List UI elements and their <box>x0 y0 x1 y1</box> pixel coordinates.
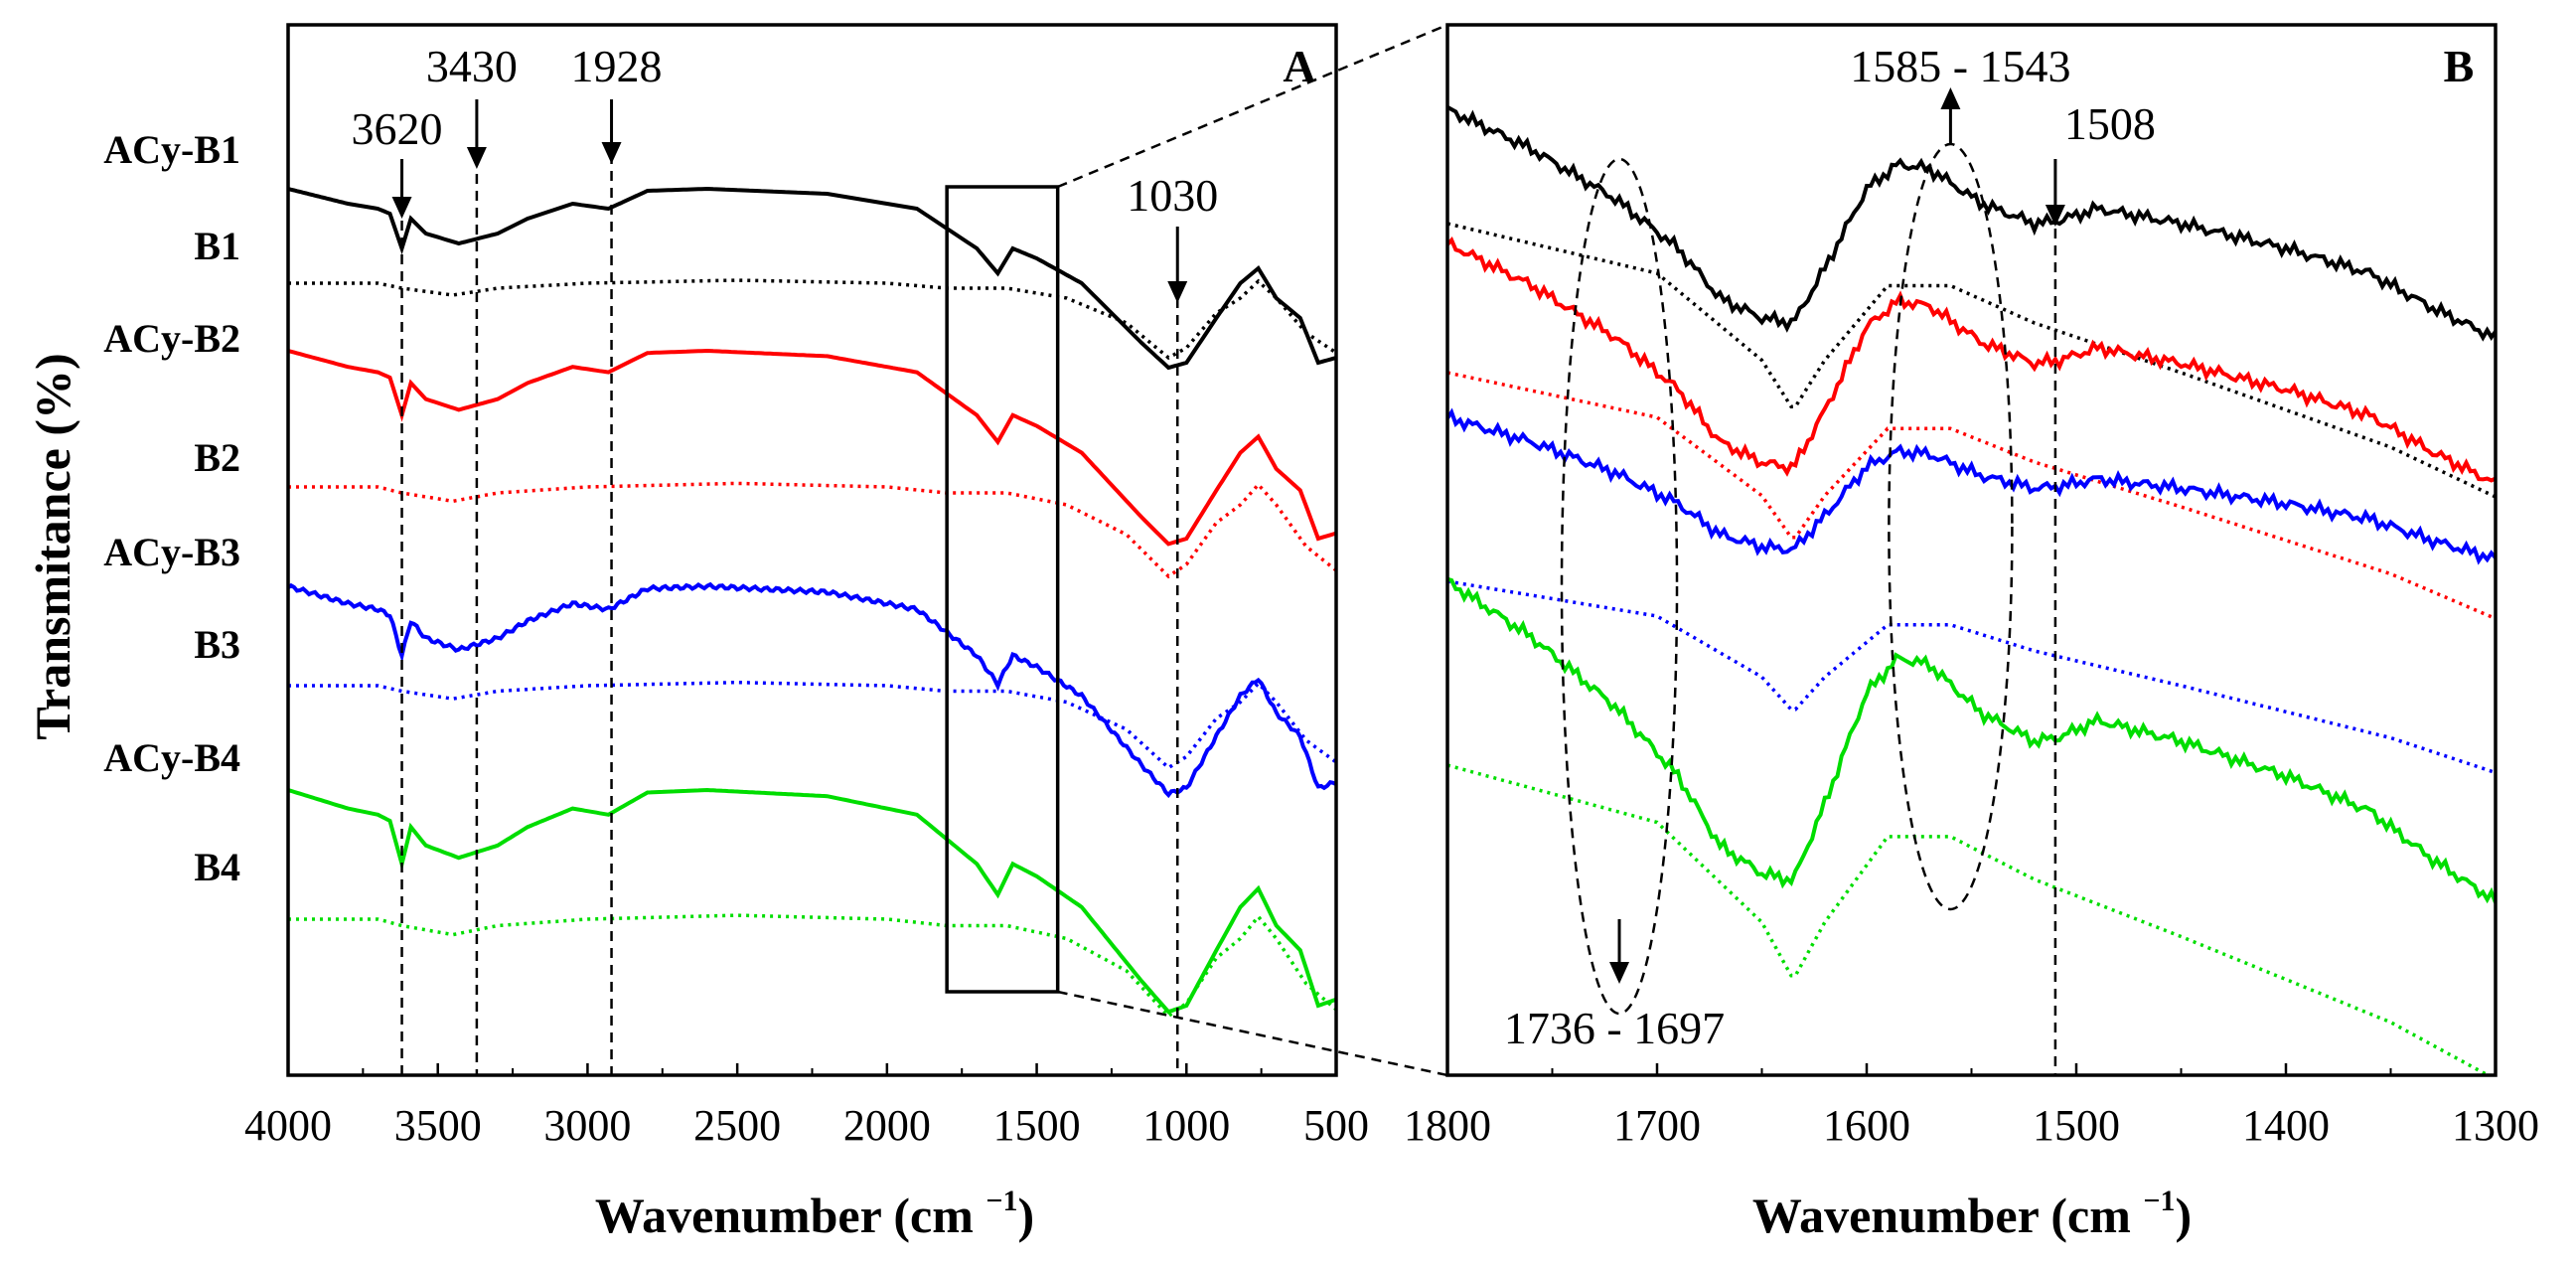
series-line-b4-dotted <box>288 913 1336 1019</box>
series-label-acy-b3: ACy-B3 <box>103 530 240 574</box>
zoom-connector-top <box>1057 23 1448 189</box>
x-tick-label-b: 1500 <box>2033 1101 2120 1150</box>
annotation-1508: 1508 <box>2064 98 2156 149</box>
arrow-1030-head <box>1167 281 1188 303</box>
arrow-1030 <box>1167 227 1188 303</box>
series-label-b4: B4 <box>194 845 240 889</box>
x-tick-label-b: 1300 <box>2452 1101 2539 1150</box>
zoom-connector-bottom <box>1057 990 1448 1077</box>
x-tick-label-a: 500 <box>1303 1101 1369 1150</box>
plot-area-a <box>288 186 1336 1019</box>
series-line-acy-b4 <box>288 787 1336 1015</box>
zoom-series-line-3-dotted <box>1447 579 2496 775</box>
series-line-acy-b1 <box>288 186 1336 371</box>
arrow-1508 <box>2045 159 2065 227</box>
panel-label-b: B <box>2444 41 2475 91</box>
series-label-acy-b4: ACy-B4 <box>103 735 240 780</box>
x-tick-label-b: 1400 <box>2242 1101 2330 1150</box>
arrow-1585-1543 <box>1940 87 1961 144</box>
panel-label-a: A <box>1283 41 1315 91</box>
shared-elements <box>1057 23 1448 1077</box>
series-line-acy-b3 <box>288 581 1336 799</box>
x-tick-label-a: 2000 <box>843 1101 931 1150</box>
x-tick-label-a: 3500 <box>394 1101 482 1150</box>
annotation-1928: 1928 <box>571 41 663 91</box>
arrow-1928-head <box>601 142 622 164</box>
x-axis-label-b: Wavenumber (cm −1) <box>1752 1185 2192 1243</box>
axes-frame-a <box>286 23 1338 1077</box>
arrow-3620 <box>391 159 412 219</box>
annotation-3620: 3620 <box>352 103 443 154</box>
zoom-series-line-2 <box>1447 237 2496 483</box>
zoom-box <box>945 185 1060 994</box>
annotation-3430: 3430 <box>426 41 518 91</box>
series-label-b2: B2 <box>194 435 240 480</box>
arrow-1585-1543-head <box>1940 87 1961 109</box>
zoom-series-line-1 <box>1447 105 2496 342</box>
zoom-series-line-4 <box>1447 576 2496 904</box>
series-line-b1-dotted <box>288 278 1336 361</box>
ellipse-1585-1543 <box>1888 142 2014 911</box>
y-axis-label: Transmitance (%) <box>25 353 80 739</box>
arrow-1928 <box>601 99 622 164</box>
arrow-3620-head <box>391 197 412 219</box>
arrow-3430 <box>466 99 487 169</box>
ellipse-1736-1697 <box>1560 157 1679 1016</box>
x-tick-label-a: 2500 <box>693 1101 781 1150</box>
series-line-b3-dotted <box>288 680 1336 770</box>
annotation-1736-1697: 1736 - 1697 <box>1504 1003 1725 1053</box>
series-line-b2-dotted <box>288 481 1336 579</box>
series-label-b1: B1 <box>194 224 240 268</box>
zoom-series-line-3 <box>1447 407 2496 565</box>
arrow-1508-head <box>2045 205 2065 227</box>
x-tick-label-b: 1700 <box>1613 1101 1701 1150</box>
annotation-1030: 1030 <box>1127 170 1218 221</box>
x-tick-label-b: 1600 <box>1823 1101 1910 1150</box>
series-line-acy-b2 <box>288 348 1336 547</box>
arrow-3430-head <box>466 147 487 169</box>
axes-frame-b <box>1445 23 2498 1077</box>
zoom-series-line-2-dotted <box>1447 371 2496 621</box>
annotation-1585-1543: 1585 - 1543 <box>1850 41 2070 91</box>
x-tick-label-a: 1500 <box>993 1101 1081 1150</box>
panel-b: 1800 1700 1600 1500 1400 1300 1585 - 1543 1508 1… <box>1404 23 2539 1243</box>
arrow-1736-1697-head <box>1609 962 1630 984</box>
series-label-acy-b1: ACy-B1 <box>103 127 240 172</box>
arrow-1736-1697 <box>1609 919 1630 984</box>
x-tick-label-a: 1000 <box>1142 1101 1230 1150</box>
plot-area-b <box>1447 105 2496 1075</box>
x-tick-label-a: 4000 <box>244 1101 332 1150</box>
x-tick-label-a: 3000 <box>543 1101 631 1150</box>
series-label-acy-b2: ACy-B2 <box>103 316 240 361</box>
zoom-series-line-4-dotted <box>1447 763 2492 1075</box>
x-axis-label-a: Wavenumber (cm −1) <box>595 1185 1034 1243</box>
series-label-b3: B3 <box>194 622 240 667</box>
x-tick-label-b: 1800 <box>1404 1101 1491 1150</box>
panel-a: 4000 3500 3000 2500 2000 1500 1000 500 3620 3430 1… <box>25 23 1369 1243</box>
